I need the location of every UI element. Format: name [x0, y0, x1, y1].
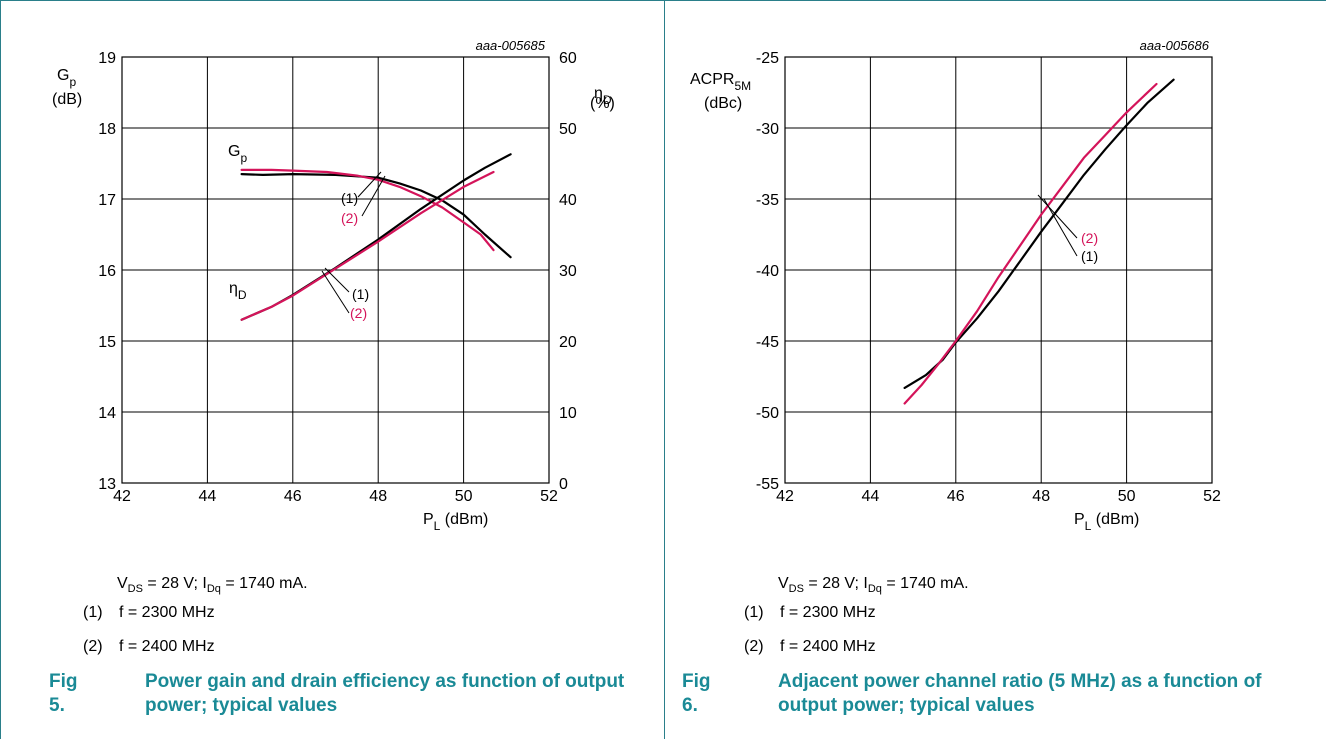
- fig5-number: Fig 5.: [49, 671, 78, 716]
- fig5-caption-text: Power gain and drain efficiency as funct…: [145, 671, 625, 716]
- fig5-y2-tick-label: 20: [559, 334, 577, 351]
- fig5-y2-tick-label: 50: [559, 121, 577, 138]
- fig5-x-tick-label: 48: [369, 488, 387, 505]
- fig6-x-tick-label: 44: [862, 488, 880, 505]
- fig6-x-tick-label: 46: [947, 488, 965, 505]
- fig6-curve-label-2: (2): [1081, 230, 1098, 246]
- fig6-leader-2: [1037, 194, 1078, 239]
- fig5-grid: [121, 56, 550, 484]
- fig5-y-tick-label: 14: [98, 405, 116, 422]
- left-panel-border: [0, 0, 1, 739]
- fig6-y-tick-label: -50: [756, 405, 779, 422]
- fig5-y2-tick-label: 40: [559, 192, 577, 209]
- fig5-y2-label: ηD: [594, 85, 612, 107]
- fig5-eta-curve-label: ηD: [229, 280, 247, 302]
- fig6-y-unit: (dBc): [704, 95, 742, 112]
- center-divider: [664, 0, 665, 739]
- fig5-y-tick-label: 18: [98, 121, 116, 138]
- fig6-y-tick-label: -55: [756, 476, 779, 493]
- fig5-x-tick-label: 52: [540, 488, 558, 505]
- fig6-chart: 42 44 46 48 50 52 -55 -50 -45 -40 -35 -30 -25 aaa-00…: [690, 38, 1221, 533]
- fig5-y-tick-label: 19: [98, 50, 116, 67]
- fig5-x-tick-label: 50: [455, 488, 473, 505]
- fig5-series: [240, 153, 512, 321]
- fig5-series-line-4: [240, 170, 495, 321]
- fig5-y-unit: (dB): [52, 91, 82, 108]
- fig6-conditions: VDS = 28 V; IDq = 1740 mA.: [778, 575, 969, 596]
- fig6-x-tick-label: 50: [1118, 488, 1136, 505]
- fig5-y-tick-label: 16: [98, 263, 116, 280]
- fig5-gp-leader-1: [357, 171, 382, 198]
- fig6-x-tick-label: 52: [1203, 488, 1221, 505]
- fig6-note-1: (1) f = 2300 MHz: [744, 604, 876, 621]
- fig6-number: Fig 6.: [682, 671, 711, 716]
- fig5-y-tick-label: 17: [98, 192, 116, 209]
- fig5-gp-curve-label: Gp: [228, 143, 247, 165]
- fig5-x-tick-label: 42: [113, 488, 131, 505]
- fig6-caption-text: Adjacent power channel ratio (5 MHz) as …: [778, 671, 1262, 716]
- fig6-leader-1: [1043, 198, 1078, 257]
- fig6-x-tick-label: 48: [1032, 488, 1050, 505]
- fig5-note-2: (2) f = 2400 MHz: [83, 638, 215, 655]
- fig5-y-tick-label: 15: [98, 334, 116, 351]
- fig6-y-tick-label: -30: [756, 121, 779, 138]
- fig5-ticks: 42 44 46 48 50 52 13 14 15 16 17 18 19 0 10 20 30 40 50 60: [98, 50, 577, 505]
- fig6-chart-id: aaa-005686: [1140, 38, 1210, 53]
- fig5-chart-id: aaa-005685: [476, 38, 546, 53]
- top-rule: [0, 0, 1326, 1]
- fig5-gp-label-1: (1): [341, 190, 358, 206]
- fig6-series-line-1: [903, 78, 1175, 389]
- fig5-x-tick-label: 44: [199, 488, 217, 505]
- fig5-eta-leader-1: [324, 267, 350, 293]
- fig5-eta-leader-2: [321, 270, 350, 314]
- fig5-eta-label-1: (1): [352, 286, 369, 302]
- fig5-series-line-1: [240, 173, 512, 259]
- fig6-grid: [784, 56, 1213, 484]
- fig5-gp-leader-2: [361, 175, 386, 217]
- fig6-note-2: (2) f = 2400 MHz: [744, 638, 876, 655]
- fig5-y2-tick-label: 30: [559, 263, 577, 280]
- fig5-gp-label-2: (2): [341, 210, 358, 226]
- fig6-x-label: PL (dBm): [1074, 511, 1139, 533]
- fig5-y2-unit: (%): [590, 95, 615, 112]
- fig5-y-tick-label: 13: [98, 476, 116, 493]
- fig6-x-tick-label: 42: [776, 488, 794, 505]
- fig6-y-tick-label: -40: [756, 263, 779, 280]
- fig5-note-1: (1) f = 2300 MHz: [83, 604, 215, 621]
- fig5-x-label: PL (dBm): [423, 511, 488, 533]
- fig5-y2-tick-label: 60: [559, 50, 577, 67]
- fig6-y-label: ACPR5M: [690, 71, 751, 93]
- fig6-curve-label-1: (1): [1081, 248, 1098, 264]
- fig5-y-label: Gp: [57, 67, 76, 89]
- fig5-y2-tick-label: 0: [559, 476, 568, 493]
- fig5-x-tick-label: 46: [284, 488, 302, 505]
- fig6-ticks: 42 44 46 48 50 52 -55 -50 -45 -40 -35 -30 -25: [756, 50, 1221, 505]
- fig5-chart: 42 44 46 48 50 52131415161718190102030405060 …: [52, 38, 615, 533]
- fig5-conditions: VDS = 28 V; IDq = 1740 mA.: [117, 575, 308, 596]
- fig6-series-line-2: [903, 82, 1158, 405]
- fig6-y-tick-label: -25: [756, 50, 779, 67]
- fig5-eta-label-2: (2): [350, 305, 367, 321]
- fig6-y-tick-label: -45: [756, 334, 779, 351]
- fig5-y2-tick-label: 10: [559, 405, 577, 422]
- fig5-series-line-2: [240, 168, 495, 252]
- fig6-series: [903, 78, 1175, 405]
- fig6-y-tick-label: -35: [756, 192, 779, 209]
